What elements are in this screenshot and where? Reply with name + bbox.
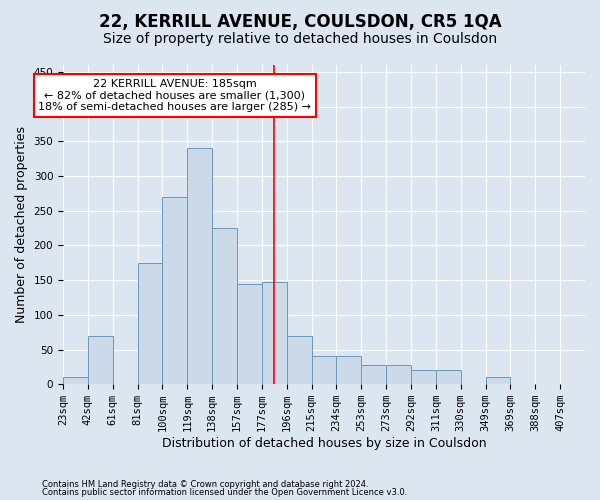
Bar	[411, 370, 436, 384]
Bar	[436, 370, 461, 384]
Bar	[337, 356, 361, 384]
Y-axis label: Number of detached properties: Number of detached properties	[15, 126, 28, 323]
Bar	[361, 365, 386, 384]
Bar	[212, 228, 237, 384]
Bar	[386, 365, 411, 384]
Bar	[262, 282, 287, 384]
Bar	[485, 378, 511, 384]
Text: 22, KERRILL AVENUE, COULSDON, CR5 1QA: 22, KERRILL AVENUE, COULSDON, CR5 1QA	[98, 12, 502, 30]
Text: Contains public sector information licensed under the Open Government Licence v3: Contains public sector information licen…	[42, 488, 407, 497]
Bar	[311, 356, 337, 384]
Bar	[237, 284, 262, 384]
Bar	[163, 197, 187, 384]
Bar	[137, 263, 163, 384]
Bar	[187, 148, 212, 384]
Text: 22 KERRILL AVENUE: 185sqm
← 82% of detached houses are smaller (1,300)
18% of se: 22 KERRILL AVENUE: 185sqm ← 82% of detac…	[38, 79, 311, 112]
Bar	[88, 336, 113, 384]
Bar	[287, 336, 311, 384]
Text: Size of property relative to detached houses in Coulsdon: Size of property relative to detached ho…	[103, 32, 497, 46]
Text: Contains HM Land Registry data © Crown copyright and database right 2024.: Contains HM Land Registry data © Crown c…	[42, 480, 368, 489]
Bar	[63, 378, 88, 384]
X-axis label: Distribution of detached houses by size in Coulsdon: Distribution of detached houses by size …	[162, 437, 487, 450]
